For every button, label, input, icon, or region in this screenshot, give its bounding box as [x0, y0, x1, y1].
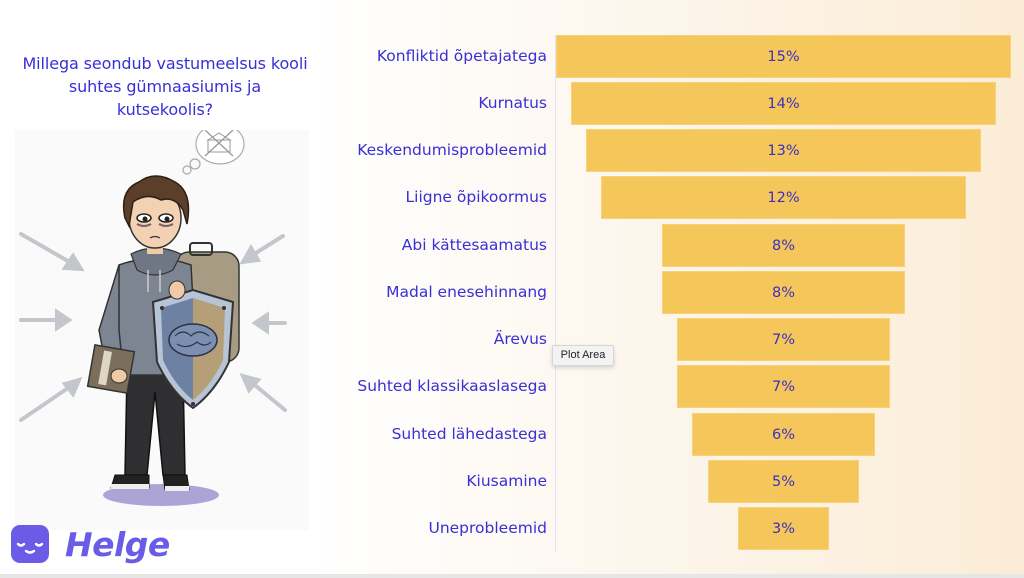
brand-name: Helge	[65, 524, 170, 564]
funnel-bar[interactable]: 12%	[601, 176, 966, 219]
bar-value-label: 15%	[767, 48, 800, 65]
helge-logo: Helge	[11, 524, 170, 564]
category-label: Suhted klassikaaslasega	[357, 377, 547, 395]
bar-value-label: 13%	[767, 142, 800, 159]
bar-value-label: 8%	[771, 284, 795, 301]
category-label: Liigne õpikoormus	[405, 188, 548, 206]
bar-value-label: 12%	[767, 189, 800, 206]
category-label: Suhted lähedastega	[391, 425, 547, 443]
funnel-bar[interactable]: 3%	[738, 507, 829, 550]
inward-arrows-icon	[19, 232, 287, 422]
brain-shield-icon	[151, 288, 235, 410]
question-title: Millega seondub vastumeelsus kooli suhte…	[22, 54, 308, 119]
category-label: Madal enesehinnang	[386, 283, 547, 301]
category-label: Kurnatus	[478, 94, 547, 112]
bar-value-label: 7%	[771, 331, 795, 348]
thought-bubble-icon	[182, 130, 245, 175]
sleepy-face-logo-icon	[11, 525, 49, 563]
category-label: Konfliktid õpetajatega	[376, 47, 547, 65]
funnel-bar[interactable]: 5%	[708, 460, 859, 503]
bar-value-label: 5%	[771, 473, 795, 490]
category-label: Uneprobleemid	[428, 519, 547, 537]
category-label: Abi kättesaamatus	[401, 236, 547, 254]
bar-value-label: 8%	[771, 237, 795, 254]
funnel-bar[interactable]: 7%	[677, 318, 890, 361]
funnel-bar[interactable]: 15%	[556, 35, 1011, 78]
bar-value-label: 14%	[767, 95, 800, 112]
category-label: Ärevus	[493, 330, 547, 348]
student-illustration	[15, 130, 309, 530]
funnel-bar[interactable]: 13%	[586, 129, 981, 172]
bar-value-label: 6%	[771, 426, 795, 443]
bar-value-label: 7%	[771, 378, 795, 395]
bottom-edge	[0, 574, 1024, 578]
plot-area-axis-line	[555, 35, 556, 552]
funnel-bar[interactable]: 7%	[677, 365, 890, 408]
bar-value-label: 3%	[771, 520, 795, 537]
category-label: Kiusamine	[466, 472, 547, 490]
funnel-bar[interactable]: 8%	[662, 271, 905, 314]
plot-area-tooltip: Plot Area	[552, 345, 614, 366]
funnel-bar[interactable]: 14%	[571, 82, 996, 125]
funnel-bar[interactable]: 6%	[692, 413, 875, 456]
category-label: Keskendumisprobleemid	[357, 141, 547, 159]
funnel-bar[interactable]: 8%	[662, 224, 905, 267]
